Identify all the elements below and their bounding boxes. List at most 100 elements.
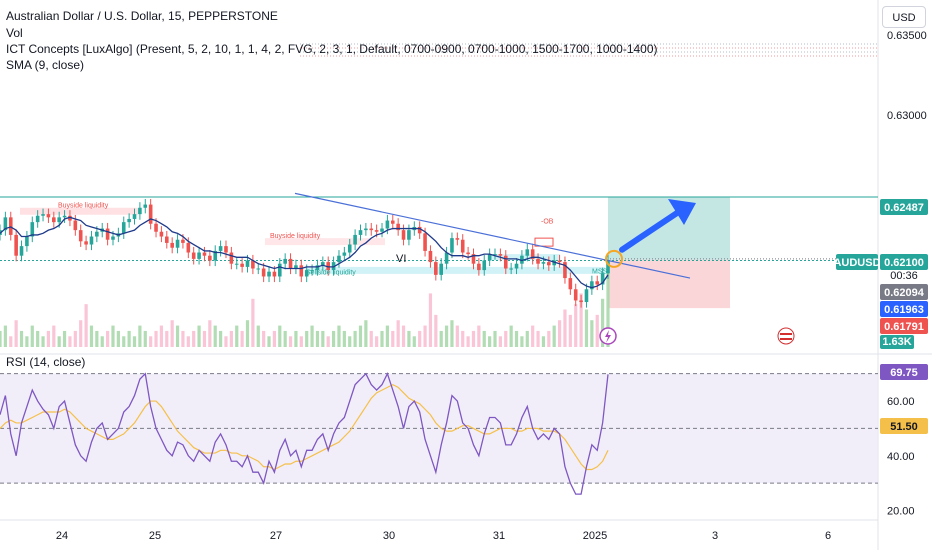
candle-body bbox=[417, 226, 422, 234]
volume-bar bbox=[321, 330, 325, 347]
candle-body bbox=[25, 236, 29, 247]
volume-bar bbox=[471, 330, 476, 347]
volume-bar bbox=[364, 320, 368, 347]
volume-bar bbox=[477, 325, 481, 347]
candle-body bbox=[213, 250, 218, 261]
volume-bar bbox=[348, 336, 352, 347]
volume-bar bbox=[95, 330, 99, 347]
time-tick-label: 30 bbox=[383, 530, 395, 542]
volume-bar bbox=[272, 330, 277, 347]
volume-bar bbox=[310, 325, 314, 347]
volume-bar bbox=[331, 330, 336, 347]
volume-bar bbox=[46, 330, 51, 347]
volume-bar bbox=[73, 330, 77, 347]
symbol-title[interactable]: Australian Dollar / U.S. Dollar, 15, PEP… bbox=[6, 9, 278, 23]
currency-button[interactable]: USD bbox=[882, 6, 926, 28]
candle-body bbox=[498, 254, 503, 256]
legend-sma[interactable]: SMA (9, close) bbox=[6, 58, 85, 72]
volume-bar bbox=[159, 325, 164, 347]
volume-bar bbox=[294, 330, 298, 347]
candle-body bbox=[455, 238, 460, 240]
volume-bar bbox=[509, 325, 513, 347]
volume-bar bbox=[62, 330, 67, 347]
projection-arrow-shaft bbox=[619, 207, 683, 253]
candle-body bbox=[337, 255, 341, 263]
candle-body bbox=[14, 234, 18, 256]
sma-line bbox=[0, 216, 609, 289]
candle-body bbox=[164, 236, 169, 243]
sma-price-tag: 0.61963 bbox=[884, 304, 924, 316]
volume-bar bbox=[251, 298, 255, 347]
last-price-tag: 0.62100 bbox=[884, 257, 924, 269]
rsi-line bbox=[0, 371, 609, 495]
candle-body bbox=[283, 258, 287, 264]
buyside-liquidity-label: Buyside liquidity bbox=[270, 233, 321, 240]
candle-body bbox=[584, 289, 589, 303]
legend-volume[interactable]: Vol bbox=[6, 26, 23, 40]
candle-body bbox=[503, 255, 508, 269]
volume-bar bbox=[579, 293, 583, 347]
volume-bar bbox=[401, 325, 406, 347]
volume-bar bbox=[256, 325, 260, 347]
volume-bar bbox=[213, 325, 217, 347]
volume-bar bbox=[149, 336, 153, 347]
candle-body bbox=[132, 214, 137, 219]
volume-bar bbox=[30, 325, 34, 347]
sma-price-tag-bg bbox=[880, 301, 928, 317]
candle-body bbox=[68, 215, 72, 221]
price-tick-label: 0.63500 bbox=[887, 30, 927, 42]
volume-bar bbox=[488, 336, 492, 347]
candle-body bbox=[364, 228, 368, 231]
volume-bar bbox=[380, 330, 384, 347]
volume-bar bbox=[89, 325, 94, 347]
volume-bar bbox=[116, 330, 120, 347]
candle-body bbox=[8, 217, 13, 235]
time-tick-label: 27 bbox=[270, 530, 282, 542]
candle-body bbox=[477, 263, 481, 271]
legend-rsi[interactable]: RSI (14, close) bbox=[6, 355, 86, 369]
volume-bar bbox=[315, 330, 320, 347]
volume-bar bbox=[240, 330, 244, 347]
candle-body bbox=[127, 218, 131, 223]
candle-body bbox=[159, 231, 164, 237]
us-flag-icon bbox=[777, 327, 795, 345]
volume-bar bbox=[342, 330, 346, 347]
volume-bar bbox=[283, 330, 287, 347]
volume-bar bbox=[563, 309, 567, 347]
candle-body bbox=[3, 217, 8, 231]
candle-body bbox=[261, 268, 266, 277]
volume-bar bbox=[358, 325, 363, 347]
candle-body bbox=[175, 239, 180, 248]
volume-bar bbox=[3, 325, 7, 347]
candle-body bbox=[541, 262, 546, 264]
candle-body bbox=[143, 204, 148, 208]
candle-body bbox=[520, 255, 524, 264]
volume-bar bbox=[525, 330, 529, 347]
target-price-tag-bg bbox=[880, 199, 928, 215]
vi-label: VI bbox=[396, 253, 406, 265]
candle-body bbox=[347, 244, 352, 253]
countdown-label: 00:36 bbox=[890, 270, 918, 282]
stop-price-tag-bg bbox=[880, 318, 928, 334]
buyside-liquidity-zone bbox=[20, 207, 138, 215]
candle-body bbox=[466, 252, 470, 255]
legend-ict-concepts[interactable]: ICT Concepts [LuxAlgo] (Present, 5, 2, 1… bbox=[6, 42, 658, 56]
volume-bar bbox=[299, 336, 303, 347]
candle-body bbox=[563, 262, 567, 279]
candle-body bbox=[208, 255, 212, 261]
volume-bar bbox=[84, 304, 88, 347]
volume-bar bbox=[219, 330, 223, 347]
candle-body bbox=[256, 268, 261, 270]
volume-bar bbox=[165, 330, 169, 347]
volume-bar bbox=[396, 320, 400, 347]
volume-bar bbox=[192, 330, 196, 347]
volume-tag-bg bbox=[880, 335, 914, 349]
volume-bar bbox=[79, 320, 83, 347]
candle-body bbox=[525, 249, 530, 256]
bearish-ob-label: -OB bbox=[541, 219, 554, 226]
volume-bar bbox=[514, 330, 519, 347]
candle-body bbox=[514, 263, 519, 269]
volume-bar bbox=[267, 336, 271, 347]
